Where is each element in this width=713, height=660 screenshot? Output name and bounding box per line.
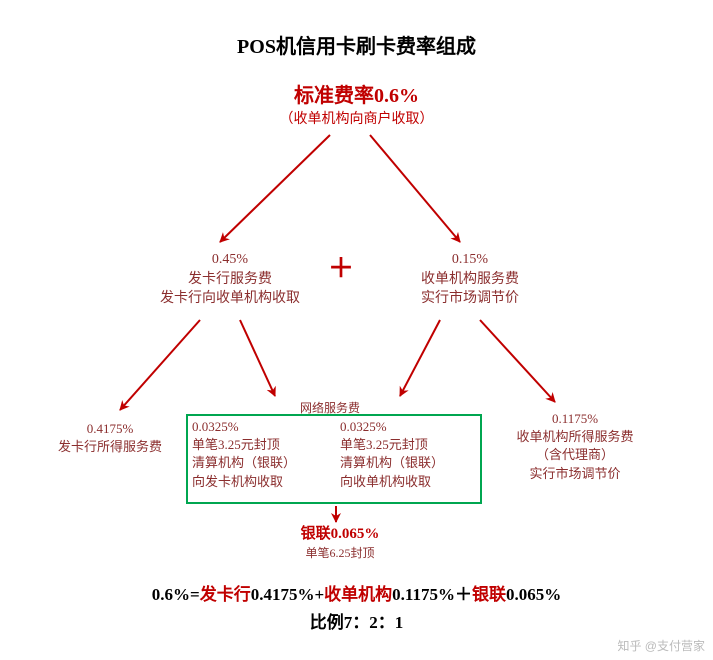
acquirer-l2: 收单机构服务费 — [380, 270, 560, 290]
leaf-unionpay-from-issuer: 0.0325% 单笔3.25元封顶 清算机构（银联） 向发卡机构收取 — [192, 418, 332, 491]
yinlian-sub: 单笔6.25封顶 — [260, 545, 420, 562]
root-node: 标准费率0.6% （收单机构向商户收取） — [0, 82, 713, 130]
l3-l3: 清算机构（银联） — [340, 454, 480, 472]
leaf-issuer-income: 0.4175% 发卡行所得服务费 — [40, 420, 180, 456]
yinlian-main: 银联0.065% — [260, 524, 420, 545]
net-fee-text: 网络服务费 — [300, 401, 360, 415]
l1-l2: 发卡行所得服务费 — [40, 438, 180, 456]
leaf-acquirer-income: 0.1175% 收单机构所得服务费 （含代理商） 实行市场调节价 — [490, 410, 660, 483]
formula-part: 发卡行 — [200, 585, 251, 604]
issuer-l3: 发卡行向收单机构收取 — [130, 289, 330, 309]
root-sub: （收单机构向商户收取） — [0, 110, 713, 130]
title-text: POS机信用卡刷卡费率组成 — [237, 36, 476, 58]
l2-l4: 向发卡机构收取 — [192, 473, 332, 491]
formula-part: 0.4175%+ — [251, 585, 324, 604]
plus-text: ＋ — [328, 254, 354, 283]
l2-rate: 0.0325% — [192, 418, 332, 436]
ratio-text: 比例7：2：1 — [310, 613, 404, 632]
ratio-line: 比例7：2：1 — [0, 608, 713, 633]
node-issuer-fee: 0.45% 发卡行服务费 发卡行向收单机构收取 — [130, 250, 330, 309]
formula-part: 银联 — [472, 585, 506, 604]
l4-rate: 0.1175% — [490, 410, 660, 428]
l3-rate: 0.0325% — [340, 418, 480, 436]
formula-part: 0.065% — [506, 585, 561, 604]
root-main: 标准费率0.6% — [0, 82, 713, 110]
acquirer-rate: 0.15% — [380, 250, 560, 270]
l3-l2: 单笔3.25元封顶 — [340, 436, 480, 454]
formula-part: 0.1175%＋ — [392, 585, 472, 604]
acquirer-l3: 实行市场调节价 — [380, 289, 560, 309]
issuer-l2: 发卡行服务费 — [130, 270, 330, 290]
formula-line: 0.6%=发卡行0.4175%+收单机构0.1175%＋银联0.065% — [0, 580, 713, 605]
unionpay-total: 银联0.065% 单笔6.25封顶 — [260, 524, 420, 562]
l2-l3: 清算机构（银联） — [192, 454, 332, 472]
l2-l2: 单笔3.25元封顶 — [192, 436, 332, 454]
watermark: 知乎 @支付营家 — [617, 637, 705, 654]
l4-l4: 实行市场调节价 — [490, 465, 660, 483]
l3-l4: 向收单机构收取 — [340, 473, 480, 491]
l4-l2: 收单机构所得服务费 — [490, 428, 660, 446]
formula-part: 0.6%= — [152, 585, 200, 604]
issuer-rate: 0.45% — [130, 250, 330, 270]
l4-l3: （含代理商） — [490, 446, 660, 464]
formula-part: 收单机构 — [324, 585, 392, 604]
watermark-text: 知乎 @支付营家 — [617, 639, 705, 653]
plus-symbol: ＋ — [328, 248, 354, 285]
node-acquirer-fee: 0.15% 收单机构服务费 实行市场调节价 — [380, 250, 560, 309]
l1-rate: 0.4175% — [40, 420, 180, 438]
leaf-unionpay-from-acquirer: 0.0325% 单笔3.25元封顶 清算机构（银联） 向收单机构收取 — [340, 418, 480, 491]
page-title: POS机信用卡刷卡费率组成 — [0, 30, 713, 59]
